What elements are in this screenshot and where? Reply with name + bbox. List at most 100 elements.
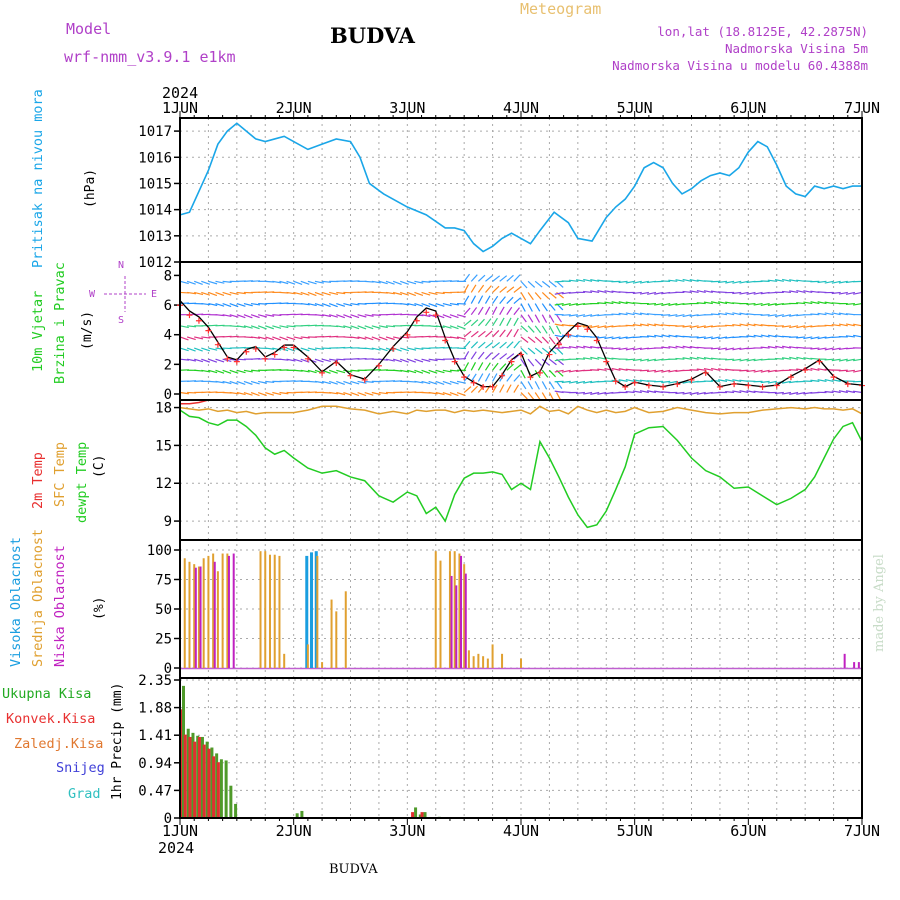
wind-arrow (385, 291, 396, 295)
wind-arrow (732, 323, 742, 327)
gust-marker (333, 360, 340, 367)
wind-arrow (541, 280, 550, 288)
wind-arrow (654, 323, 664, 327)
cloud-bar (330, 599, 333, 668)
wind-arrow (703, 367, 713, 371)
wind-arrow (718, 312, 728, 316)
wind-arrow (477, 306, 484, 316)
wind-arrow (513, 328, 519, 338)
wind-arrow (250, 369, 261, 372)
year-label-top: 2024 (162, 84, 199, 102)
precip-bar (216, 762, 220, 818)
wind-arrow (250, 391, 260, 397)
wind-arrow (336, 391, 346, 396)
wind-arrow (703, 290, 713, 294)
wind-arrow (561, 302, 571, 306)
wind-arrow (817, 301, 827, 305)
wind-tick-label: 4 (164, 328, 172, 344)
wind-arrow (625, 347, 635, 351)
wind-arrow (632, 280, 642, 284)
wind-arrow (449, 391, 459, 397)
wind-arrow (463, 295, 470, 304)
precip-bar (205, 741, 209, 818)
wind-arrow (597, 325, 607, 329)
cloud-bar (460, 555, 463, 668)
wind-arrow (229, 369, 239, 374)
wind-arrow (590, 356, 600, 360)
precip-tick-label: 1.41 (138, 728, 172, 744)
wind-arrow (300, 369, 310, 373)
wind-arrow (300, 302, 310, 306)
wind-arrow (442, 314, 452, 319)
wind-arrow (845, 390, 856, 394)
wind-arrow (378, 325, 388, 329)
wind-arrow (215, 369, 225, 374)
wind-arrow (520, 381, 527, 390)
wind-arrow (534, 336, 543, 344)
cloud-bar (216, 571, 219, 668)
wind-arrow (561, 369, 571, 373)
wind-arrow (590, 391, 600, 395)
wind-arrow (520, 303, 526, 312)
gust-marker (593, 337, 600, 344)
wind-arrow (590, 369, 600, 371)
top-date-label: 3JUN (389, 99, 425, 117)
wind-arrow (583, 380, 593, 384)
wind-arrow (435, 291, 445, 295)
wind-arrow (746, 335, 756, 338)
wind-arrow (718, 280, 728, 284)
wind-arrow (845, 291, 856, 295)
wind-arrow (675, 345, 685, 349)
wind-arrow (696, 356, 706, 360)
wind-arrow (725, 358, 735, 361)
wind-arrow (421, 291, 431, 296)
wind-arrow (767, 345, 777, 349)
wind-arrow (831, 312, 841, 316)
gust-marker (290, 344, 297, 351)
gust-marker (731, 381, 738, 388)
gust-marker (688, 376, 695, 383)
wind-arrow (421, 358, 431, 362)
wind-arrow (222, 291, 232, 296)
precip-bar (234, 803, 238, 818)
wind-arrow (300, 336, 310, 339)
precip-bar (193, 741, 197, 818)
wind-arrow (838, 358, 848, 362)
wind-arrow (492, 306, 498, 315)
wind-arrow (243, 380, 253, 385)
wind-arrow (250, 302, 261, 306)
wind-arrow (541, 347, 550, 355)
gust-marker (413, 317, 420, 324)
wind-arrow (568, 334, 578, 338)
temp-2m-label: 2m Temp (30, 452, 46, 509)
wind-arrow (604, 336, 614, 340)
cloud-bar (194, 567, 197, 668)
wind-arrow (625, 390, 635, 394)
wind-arrow (838, 280, 848, 284)
wind-arrow (250, 314, 260, 319)
pressure-tick-label: 1017 (138, 124, 172, 140)
wind-arrow (682, 345, 692, 349)
wind-arrow (853, 323, 863, 327)
wind-arrow (513, 317, 519, 327)
precip-tick-label: 0 (164, 811, 172, 827)
product-title: Meteogram (520, 0, 602, 18)
wind-arrow (774, 391, 784, 395)
gust-marker (565, 331, 572, 338)
wind-arrow (350, 369, 360, 372)
wind-arrow (831, 358, 841, 362)
wind-arrow (506, 341, 514, 349)
wind-arrow (767, 279, 777, 282)
wind-arrow (647, 390, 657, 394)
wind-arrow (222, 369, 232, 374)
gust-marker (281, 344, 288, 351)
gust-marker (773, 382, 780, 389)
wind-arrow (456, 314, 466, 318)
wind-arrow (477, 284, 485, 293)
wind-arrow (682, 391, 692, 395)
wind-arrow (703, 301, 713, 305)
wind-arrow (506, 274, 514, 282)
wind-arrow (364, 314, 374, 317)
wind-arrow (556, 280, 564, 288)
wind-arrow (456, 336, 466, 340)
